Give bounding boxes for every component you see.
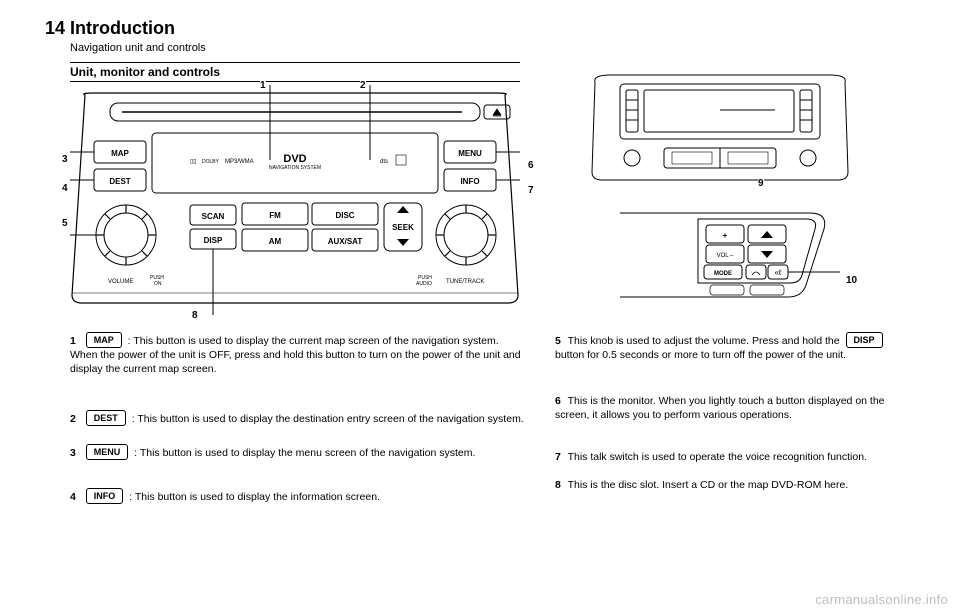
head-unit-figure: MAP DEST MENU INFO ▯▯ DOLBY MP3/WMA DVD … <box>70 85 520 315</box>
svg-text:DOLBY: DOLBY <box>202 159 220 165</box>
svg-text:DVD: DVD <box>283 153 306 165</box>
menu-pill: MENU <box>86 444 129 460</box>
desc-6: 6 This is the monitor. When you lightly … <box>555 394 905 422</box>
svg-text:NAVIGATION SYSTEM: NAVIGATION SYSTEM <box>269 165 321 171</box>
disp-pill: DISP <box>846 332 883 348</box>
svg-text:MP3/WMA: MP3/WMA <box>225 159 254 165</box>
callout-10: 10 <box>846 275 857 286</box>
desc-4: 4 INFO : This button is used to display … <box>70 488 525 504</box>
svg-text:AM: AM <box>269 237 282 246</box>
info-button-label: INFO <box>460 177 479 186</box>
dest-button-label: DEST <box>109 177 130 186</box>
desc-1: 1 MAP : This button is used to display t… <box>70 332 525 377</box>
desc-2: 2 DEST : This button is used to display … <box>70 410 525 426</box>
svg-text:MODE: MODE <box>714 271 732 277</box>
page-number: 14 <box>45 18 65 39</box>
map-pill: MAP <box>86 332 122 348</box>
svg-text:DISC: DISC <box>335 211 354 220</box>
callout-1: 1 <box>260 80 266 91</box>
svg-text:SCAN: SCAN <box>202 212 225 221</box>
steering-switch-figure: + VOL – MODE «ℓ <box>610 205 840 305</box>
menu-button-label: MENU <box>458 149 482 158</box>
callout-7: 7 <box>528 185 534 196</box>
desc-5: 5 This knob is used to adjust the volume… <box>555 332 905 362</box>
callout-5: 5 <box>62 218 68 229</box>
callout-8: 8 <box>192 310 198 321</box>
svg-text:DISP: DISP <box>204 236 223 245</box>
svg-text:VOLUME: VOLUME <box>108 279 133 285</box>
svg-text:▯▯: ▯▯ <box>190 159 197 165</box>
svg-text:FM: FM <box>269 211 281 220</box>
desc-7: 7 This talk switch is used to operate th… <box>555 450 905 464</box>
svg-text:VOL –: VOL – <box>717 253 734 259</box>
svg-text:AUX/SAT: AUX/SAT <box>328 237 363 246</box>
desc-3: 3 MENU : This button is used to display … <box>70 444 525 460</box>
page-subtitle: Navigation unit and controls <box>70 42 206 54</box>
section-heading: Unit, monitor and controls <box>70 62 520 82</box>
svg-text:dts: dts <box>380 159 388 165</box>
map-button-label: MAP <box>111 149 129 158</box>
svg-text:TUNE/TRACK: TUNE/TRACK <box>446 279 484 285</box>
callout-6: 6 <box>528 160 534 171</box>
svg-text:SEEK: SEEK <box>392 223 414 232</box>
svg-text:ON: ON <box>154 281 162 287</box>
monitor-figure <box>590 70 850 185</box>
callout-2: 2 <box>360 80 366 91</box>
info-pill: INFO <box>86 488 124 504</box>
dest-pill: DEST <box>86 410 126 426</box>
svg-text:AUDIO: AUDIO <box>416 281 432 287</box>
callout-3: 3 <box>62 154 68 165</box>
svg-text:+: + <box>723 231 728 240</box>
callout-9: 9 <box>758 178 764 189</box>
svg-text:«ℓ: «ℓ <box>774 268 781 277</box>
page-title: Introduction <box>70 18 175 39</box>
desc-8: 8 This is the disc slot. Insert a CD or … <box>555 478 905 492</box>
callout-4: 4 <box>62 183 68 194</box>
watermark: carmanualsonline.info <box>815 592 948 607</box>
